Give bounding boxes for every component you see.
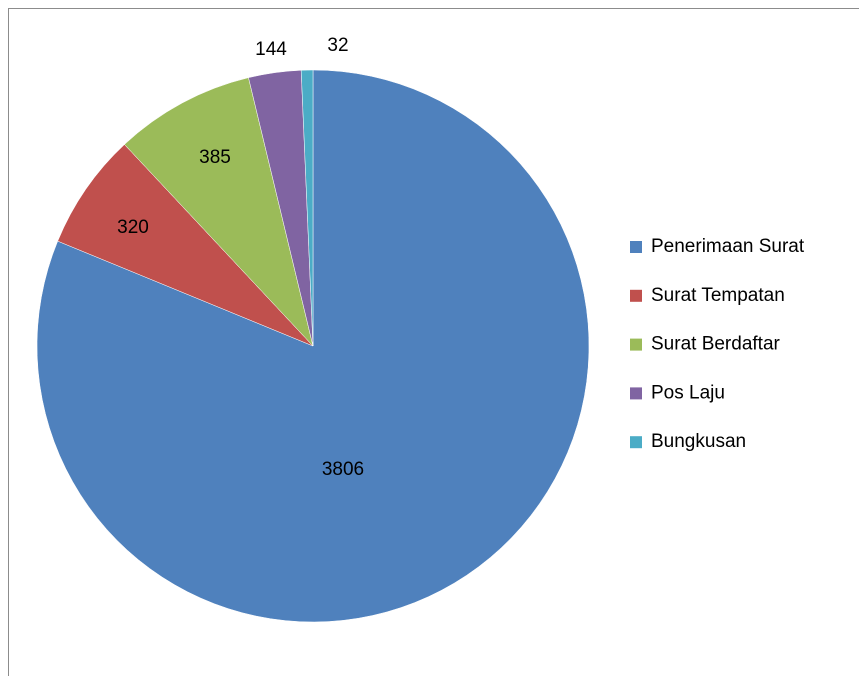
data-label: 3806 xyxy=(322,459,364,480)
data-label: 144 xyxy=(255,39,287,60)
data-label: 320 xyxy=(117,217,149,238)
legend-label: Penerimaan Surat xyxy=(651,236,805,257)
pie-slice xyxy=(57,144,314,347)
legend-swatch xyxy=(630,241,642,253)
pie-slice xyxy=(124,77,314,347)
legend-label: Bungkusan xyxy=(651,431,746,452)
legend-swatch xyxy=(630,387,642,400)
legend-swatch xyxy=(630,436,642,449)
legend-label: Surat Berdaftar xyxy=(651,334,781,355)
legend-swatch xyxy=(630,338,642,351)
chart-border xyxy=(8,8,859,676)
data-label: 32 xyxy=(327,35,348,56)
data-label: 385 xyxy=(199,147,231,168)
legend-swatch xyxy=(630,289,642,302)
pie-slice xyxy=(300,69,314,347)
legend-label: Surat Tempatan xyxy=(651,285,785,306)
legend-label: Pos Laju xyxy=(651,382,725,403)
